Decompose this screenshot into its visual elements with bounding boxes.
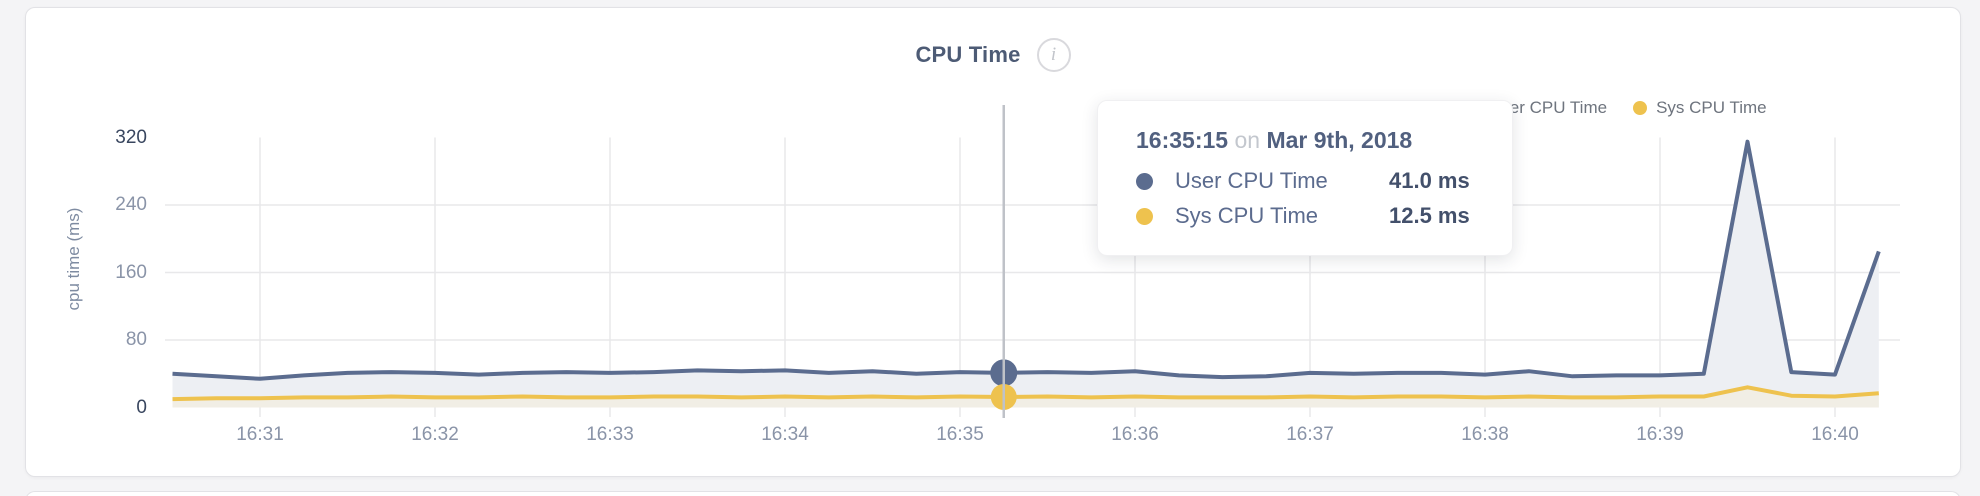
- y-tick-label: 320: [115, 126, 147, 148]
- y-tick-label: 80: [125, 329, 147, 350]
- sys-cpu-dot-icon: [1136, 207, 1153, 225]
- tooltip-sys-label: Sys CPU Time: [1175, 203, 1319, 228]
- x-tick-label: 16:36: [1111, 424, 1159, 445]
- tooltip-row-sys: Sys CPU Time 12.5 ms: [1136, 203, 1478, 229]
- x-tick-label: 16:31: [236, 424, 284, 445]
- tooltip-date: Mar 9th, 2018: [1266, 127, 1413, 153]
- x-tick-label: 16:35: [936, 424, 984, 445]
- info-icon[interactable]: i: [1036, 38, 1071, 72]
- sys-cpu-line: [172, 385, 1879, 402]
- legend-item-sys-cpu-time[interactable]: Sys CPU Time: [1633, 98, 1767, 118]
- y-tick-label: 160: [115, 261, 147, 283]
- x-tick-label: 16:38: [1461, 424, 1509, 445]
- tooltip-time: 16:35:15: [1136, 127, 1229, 153]
- x-tick-label: 16:34: [761, 424, 809, 445]
- chart-tooltip: 16:35:15 on Mar 9th, 2018 User CPU Time …: [1097, 100, 1513, 256]
- x-tick-label: 16:37: [1286, 424, 1334, 445]
- user-cpu-line: [172, 139, 1881, 381]
- legend-label-user: User CPU Time: [1489, 98, 1608, 117]
- tooltip-connector: on: [1234, 127, 1261, 153]
- tooltip-user-value: 41.0 ms: [1389, 168, 1470, 193]
- x-tick-label: 16:32: [411, 424, 459, 445]
- tooltip-row-user: User CPU Time 41.0 ms: [1136, 168, 1478, 194]
- legend-label-sys: Sys CPU Time: [1656, 98, 1767, 117]
- chart-header: CPU Time i: [25, 38, 1961, 72]
- chart-title: CPU Time: [915, 42, 1021, 67]
- user-cpu-dot-icon: [1136, 172, 1153, 190]
- tooltip-user-label: User CPU Time: [1175, 168, 1328, 193]
- y-tick-label: 240: [115, 194, 147, 215]
- tooltip-header: 16:35:15 on Mar 9th, 2018: [1136, 127, 1478, 154]
- x-tick-label: 16:33: [586, 424, 634, 445]
- user-cpu-area: [172, 141, 1879, 408]
- chart-legend: User CPU Time Sys CPU Time: [1466, 98, 1767, 118]
- tooltip-sys-value: 12.5 ms: [1389, 203, 1470, 228]
- x-tick-label: 16:40: [1811, 424, 1859, 445]
- y-tick-label: 0: [136, 396, 147, 418]
- sys-cpu-legend-dot-icon: [1633, 101, 1648, 115]
- x-tick-label: 16:39: [1636, 424, 1684, 445]
